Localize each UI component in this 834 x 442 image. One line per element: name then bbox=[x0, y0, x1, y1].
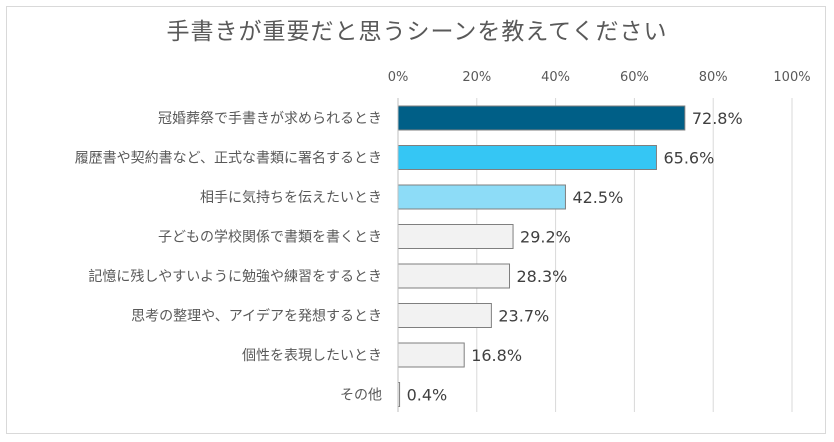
x-tick-label: 100% bbox=[773, 70, 810, 85]
bar bbox=[397, 105, 686, 131]
data-label: 29.2% bbox=[520, 228, 571, 247]
data-label: 42.5% bbox=[572, 188, 623, 207]
category-label: 記憶に残しやすいように勉強や練習をするとき bbox=[88, 268, 382, 285]
data-label: 72.8% bbox=[692, 109, 743, 128]
chart-title: 手書きが重要だと思うシーンを教えてください bbox=[166, 19, 668, 45]
category-label: 冠婚葬祭で手書きが求められるとき bbox=[158, 111, 382, 127]
category-label: 相手に気持ちを伝えたいとき bbox=[200, 190, 382, 206]
x-tick-label: 60% bbox=[620, 70, 649, 85]
data-label: 65.6% bbox=[663, 149, 714, 168]
x-tick-label: 0% bbox=[388, 70, 409, 85]
bar bbox=[397, 263, 511, 289]
category-label: 履歴書や契約書など、正式な書類に署名するとき bbox=[75, 151, 382, 167]
data-label: 23.7% bbox=[498, 307, 549, 326]
bar bbox=[397, 184, 566, 210]
bar bbox=[397, 145, 657, 170]
category-label: 子どもの学校関係で書類を書くとき bbox=[158, 229, 382, 246]
bar bbox=[397, 342, 465, 368]
x-tick-label: 40% bbox=[541, 70, 570, 85]
data-label: 16.8% bbox=[471, 346, 522, 365]
x-tick-label: 20% bbox=[462, 70, 491, 85]
category-label: 個性を表現したいとき bbox=[242, 348, 382, 364]
bar bbox=[397, 224, 514, 249]
x-tick-label: 80% bbox=[699, 70, 728, 85]
bar bbox=[397, 303, 492, 328]
data-label: 28.3% bbox=[517, 267, 568, 286]
data-label: 0.4% bbox=[407, 386, 448, 405]
category-label: 思考の整理や、アイデアを発想するとき bbox=[131, 308, 382, 325]
category-label: その他 bbox=[340, 388, 382, 404]
